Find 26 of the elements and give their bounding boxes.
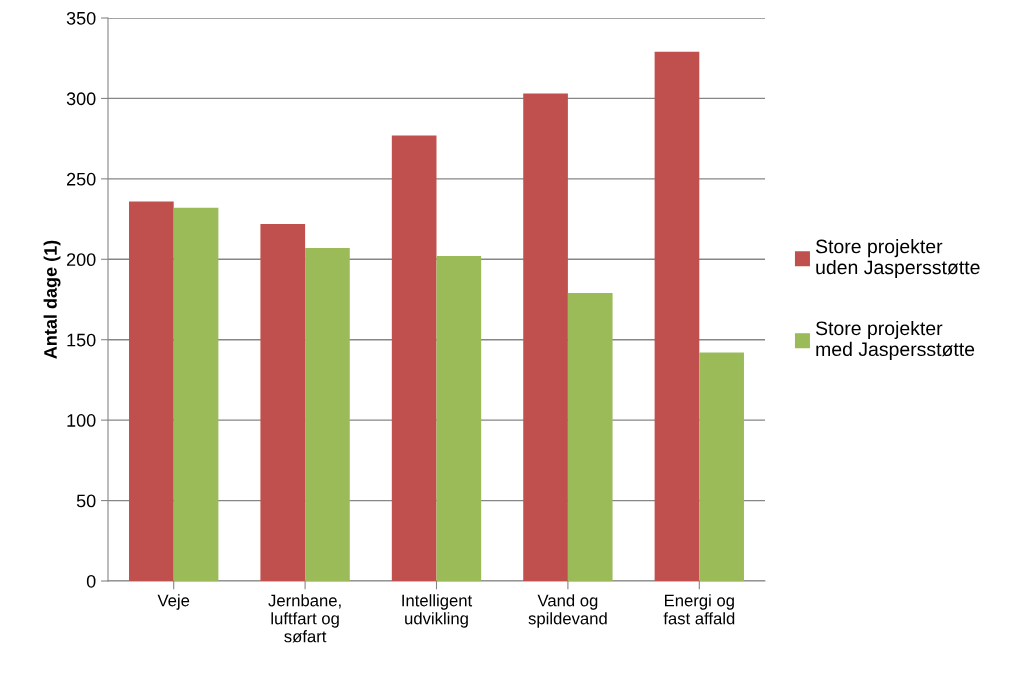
y-tick-label: 50: [76, 494, 96, 508]
y-tick-label: 0: [86, 574, 96, 588]
bar: [699, 352, 744, 581]
x-tick-label: Veje: [157, 594, 190, 610]
bar: [523, 93, 568, 581]
bar: [305, 248, 350, 581]
bar: [173, 207, 219, 581]
y-tick-label: 200: [66, 253, 96, 267]
y-axis-title: Antal dage (1): [43, 240, 61, 359]
bar: [391, 135, 437, 581]
y-tick-label: 150: [67, 333, 96, 347]
y-tick-label: 350: [66, 11, 96, 25]
y-tick-label: 300: [66, 92, 96, 106]
bar: [129, 201, 174, 581]
bar: [567, 293, 613, 581]
bar: [260, 223, 306, 581]
x-tick-label: Jernbane, luftfart og søfart: [268, 594, 341, 643]
legend-label: Store projekter uden Jaspersstøtte: [815, 239, 980, 279]
legend-label: Store projekter med Jaspersstøtte: [815, 320, 975, 360]
y-tick-label: 250: [66, 172, 96, 186]
bar: [436, 256, 482, 581]
bar: [654, 51, 700, 581]
x-tick-label: Vand og spildevand: [528, 594, 607, 628]
x-tick-label: Intelligent udvikling: [402, 594, 473, 628]
x-tick-label: Energi og fast affald: [663, 594, 735, 625]
y-tick-label: 100: [67, 414, 96, 427]
